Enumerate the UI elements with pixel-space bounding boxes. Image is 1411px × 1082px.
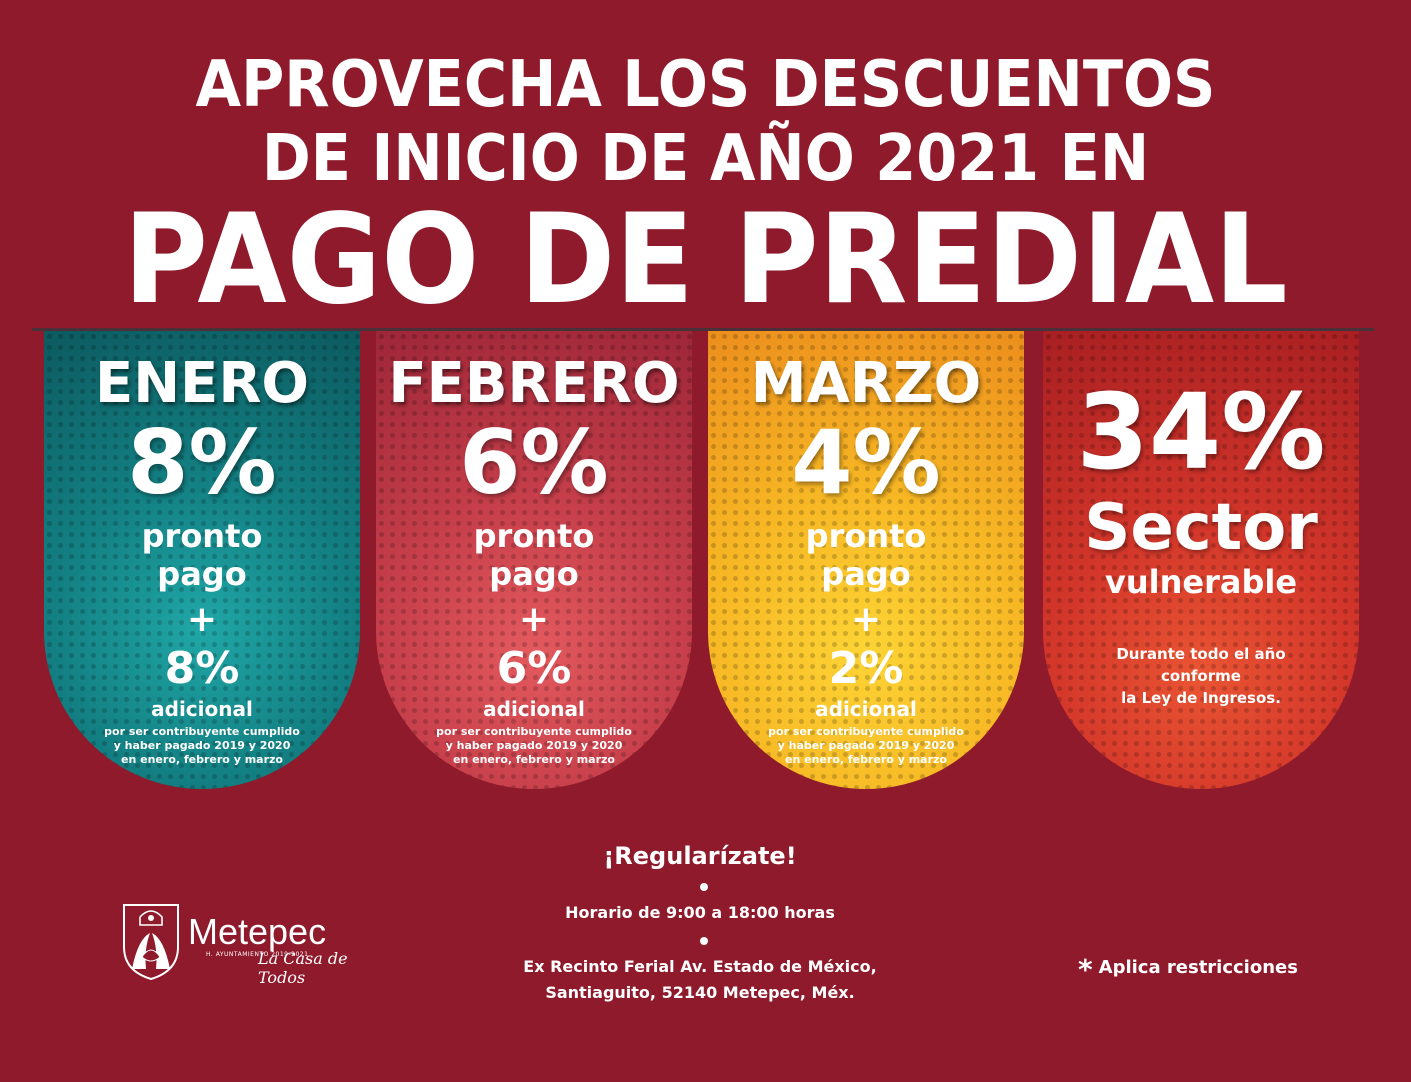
discount-card-enero: ENERO 8% pronto pago + 8% adicional por … [44,331,360,789]
address-line-1: Ex Recinto Ferial Av. Estado de México, [523,957,877,976]
sector-note-line1: Durante todo el año [1116,645,1286,663]
headline-line-1: APROVECHA LOS DESCUENTOS [195,48,1216,122]
discount-card-sector-vulnerable: 34% Sector vulnerable Durante todo el añ… [1043,331,1359,789]
card-month: FEBRERO [388,351,680,416]
card-note: por ser contribuyente cumplido y haber p… [708,725,1024,767]
card-adicional: adicional [151,697,253,721]
card-note: por ser contribuyente cumplido y haber p… [376,725,692,767]
sector-note-line3: la Ley de Ingresos. [1121,689,1281,707]
address-line-2: Santiaguito, 52140 Metepec, Méx. [545,983,855,1002]
bullet-dot [700,883,708,891]
discount-card-marzo: MARZO 4% pronto pago + 2% adicional por … [708,331,1024,789]
card-adicional: adicional [483,697,585,721]
logo-name: Metepec [188,911,327,952]
card-plus: + [850,599,882,640]
asterisk-icon: * [1078,953,1093,986]
discount-card-febrero: FEBRERO 6% pronto pago + 6% adicional po… [376,331,692,789]
card-pronto-pago: pronto pago [708,517,1024,593]
card-note-line1: por ser contribuyente cumplido [104,725,300,738]
card-pronto-line2: pago [157,555,247,593]
card-pronto-line1: pronto [473,517,595,555]
sector-word: Sector [1084,491,1318,565]
sector-note-line2: conforme [1161,667,1241,685]
card-adicional: adicional [815,697,917,721]
logo-subtitle: H. AYUNTAMIENTO 2019-2021 [206,951,309,958]
restrictions-note: * Aplica restricciones [1078,953,1298,986]
sector-percent: 34% [1076,371,1326,493]
card-plus: + [518,599,550,640]
horario-text: Horario de 9:00 a 18:00 horas [565,903,835,922]
card-note-line3: en enero, febrero y marzo [453,753,615,766]
card-pronto-pago: pronto pago [44,517,360,593]
card-month: MARZO [750,351,982,416]
card-percent: 4% [791,411,941,514]
card-extra-percent: 8% [164,643,240,694]
card-percent: 8% [127,411,277,514]
card-note-line2: y haber pagado 2019 y 2020 [113,739,291,752]
metepec-logo: Metepec H. AYUNTAMIENTO 2019-2021 La Cas… [120,895,380,987]
divider-line [32,328,1374,331]
card-pronto-line1: pronto [805,517,927,555]
card-note-line3: en enero, febrero y marzo [121,753,283,766]
card-pronto-pago: pronto pago [376,517,692,593]
card-note-line2: y haber pagado 2019 y 2020 [445,739,623,752]
logo-slogan: La Casa de Todos [258,949,348,987]
card-note-line1: por ser contribuyente cumplido [768,725,964,738]
card-extra-percent: 6% [496,643,572,694]
card-pronto-line2: pago [821,555,911,593]
card-note: por ser contribuyente cumplido y haber p… [44,725,360,767]
card-note-line3: en enero, febrero y marzo [785,753,947,766]
headline-line-2: DE INICIO DE AÑO 2021 EN [261,122,1150,196]
metepec-crest-icon [123,904,179,981]
halftone-pattern [1043,331,1359,789]
card-note-line2: y haber pagado 2019 y 2020 [777,739,955,752]
halftone-pattern [708,331,1024,789]
card-plus: + [186,599,218,640]
sector-note: Durante todo el año conforme la Ley de I… [1043,643,1359,709]
card-extra-percent: 2% [828,643,904,694]
headline-main: PAGO DE PREDIAL [123,188,1288,332]
regularizate-heading: ¡Regularízate! [603,842,797,870]
restrictions-text: Aplica restricciones [1098,957,1298,978]
sector-vulnerable-label: vulnerable [1104,563,1298,601]
card-pronto-line2: pago [489,555,579,593]
card-note-line1: por ser contribuyente cumplido [436,725,632,738]
card-pronto-line1: pronto [141,517,263,555]
card-percent: 6% [459,411,609,514]
card-month: ENERO [94,351,310,416]
bullet-dot [700,937,708,945]
halftone-pattern [44,331,360,789]
halftone-pattern [376,331,692,789]
